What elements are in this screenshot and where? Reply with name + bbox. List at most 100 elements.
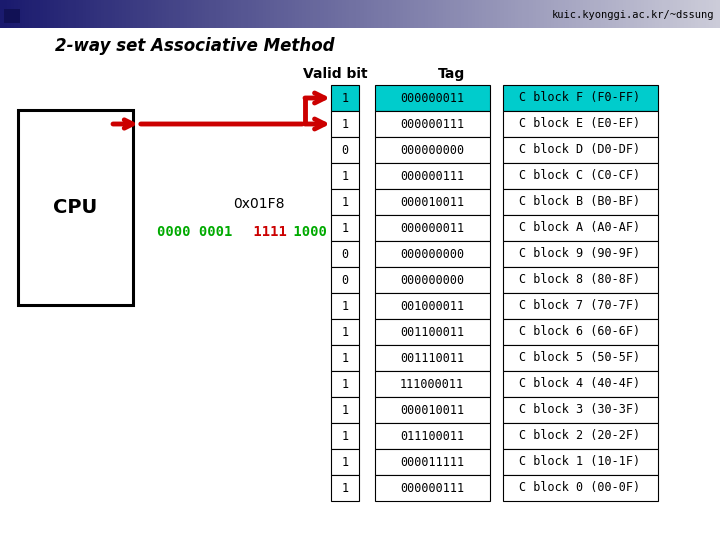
- Bar: [4, 9, 20, 23]
- Text: CPU: CPU: [53, 198, 98, 217]
- Bar: [331, 215, 359, 241]
- Bar: [331, 0, 336, 28]
- Bar: [436, 0, 440, 28]
- Text: 001000011: 001000011: [400, 300, 464, 313]
- Bar: [263, 0, 267, 28]
- Text: 1: 1: [341, 429, 348, 442]
- Bar: [112, 0, 116, 28]
- Bar: [191, 0, 195, 28]
- Bar: [331, 293, 359, 319]
- Bar: [673, 0, 678, 28]
- Bar: [396, 0, 400, 28]
- Text: 000000111: 000000111: [400, 118, 464, 131]
- Bar: [342, 0, 346, 28]
- Bar: [162, 0, 166, 28]
- Bar: [328, 0, 332, 28]
- Bar: [457, 0, 462, 28]
- Bar: [331, 241, 359, 267]
- Bar: [486, 0, 490, 28]
- Bar: [389, 0, 393, 28]
- Bar: [72, 0, 76, 28]
- Bar: [18, 110, 133, 305]
- Bar: [374, 189, 490, 215]
- Bar: [612, 0, 616, 28]
- Text: 000000011: 000000011: [400, 221, 464, 234]
- Bar: [503, 85, 657, 111]
- Text: 000000000: 000000000: [400, 144, 464, 157]
- Bar: [335, 0, 339, 28]
- Bar: [529, 0, 534, 28]
- Bar: [587, 0, 591, 28]
- Bar: [619, 0, 624, 28]
- Bar: [572, 0, 577, 28]
- Bar: [238, 0, 242, 28]
- Bar: [212, 0, 217, 28]
- Bar: [166, 0, 170, 28]
- Bar: [108, 0, 112, 28]
- Bar: [713, 0, 717, 28]
- Bar: [374, 423, 490, 449]
- Bar: [140, 0, 145, 28]
- Text: Valid bit: Valid bit: [302, 67, 367, 81]
- Text: C block F (F0-FF): C block F (F0-FF): [519, 91, 641, 105]
- Bar: [194, 0, 199, 28]
- Bar: [644, 0, 649, 28]
- Text: 1: 1: [341, 300, 348, 313]
- Bar: [184, 0, 188, 28]
- Bar: [634, 0, 638, 28]
- Bar: [503, 449, 657, 475]
- Bar: [281, 0, 285, 28]
- Bar: [22, 0, 26, 28]
- Bar: [374, 449, 490, 475]
- Bar: [259, 0, 264, 28]
- Bar: [11, 0, 15, 28]
- Bar: [346, 0, 350, 28]
- Bar: [461, 0, 465, 28]
- Bar: [90, 0, 94, 28]
- Bar: [32, 0, 37, 28]
- Bar: [583, 0, 588, 28]
- Bar: [702, 0, 706, 28]
- Bar: [331, 267, 359, 293]
- Bar: [65, 0, 69, 28]
- Bar: [144, 0, 148, 28]
- Bar: [590, 0, 595, 28]
- Text: C block 9 (90-9F): C block 9 (90-9F): [519, 247, 641, 260]
- Bar: [245, 0, 249, 28]
- Bar: [670, 0, 674, 28]
- Text: C block 0 (00-0F): C block 0 (00-0F): [519, 482, 641, 495]
- Bar: [403, 0, 408, 28]
- Bar: [158, 0, 163, 28]
- Bar: [684, 0, 688, 28]
- Bar: [716, 0, 720, 28]
- Bar: [331, 189, 359, 215]
- Bar: [385, 0, 390, 28]
- Text: Tag: Tag: [438, 67, 466, 81]
- Bar: [623, 0, 627, 28]
- Bar: [407, 0, 411, 28]
- Bar: [374, 215, 490, 241]
- Text: 001110011: 001110011: [400, 352, 464, 365]
- Bar: [626, 0, 631, 28]
- Bar: [503, 267, 657, 293]
- Bar: [205, 0, 210, 28]
- Bar: [371, 0, 375, 28]
- Bar: [331, 111, 359, 137]
- Bar: [503, 293, 657, 319]
- Bar: [256, 0, 260, 28]
- Bar: [425, 0, 429, 28]
- Bar: [410, 0, 415, 28]
- Bar: [374, 345, 490, 371]
- Text: 1: 1: [341, 170, 348, 183]
- Bar: [374, 0, 379, 28]
- Text: 000000011: 000000011: [400, 91, 464, 105]
- Bar: [551, 0, 555, 28]
- Bar: [126, 0, 130, 28]
- Bar: [503, 475, 657, 501]
- Text: C block 3 (30-3F): C block 3 (30-3F): [519, 403, 641, 416]
- Text: C block E (E0-EF): C block E (E0-EF): [519, 118, 641, 131]
- Bar: [115, 0, 120, 28]
- Bar: [331, 137, 359, 163]
- Bar: [503, 345, 657, 371]
- Bar: [331, 397, 359, 423]
